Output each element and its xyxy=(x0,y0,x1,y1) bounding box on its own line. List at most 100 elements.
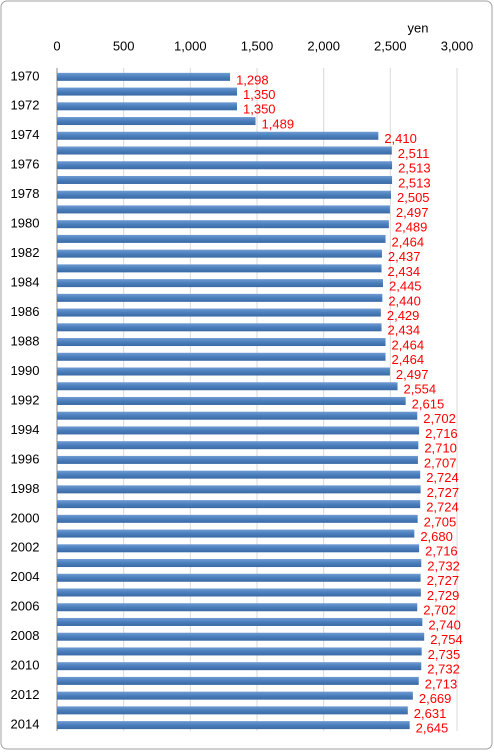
value-label: 2,702 xyxy=(423,603,456,618)
y-tick-label: 1984 xyxy=(11,275,40,290)
bar xyxy=(57,485,421,494)
bar xyxy=(57,647,422,656)
bar xyxy=(57,441,419,450)
bar xyxy=(57,117,256,126)
value-label: 2,505 xyxy=(397,190,430,205)
x-tick-label: 0 xyxy=(53,38,60,53)
bar xyxy=(57,470,421,479)
y-tick-label: 1996 xyxy=(11,451,40,466)
value-label: 2,705 xyxy=(424,514,457,529)
value-label: 1,489 xyxy=(262,116,295,131)
y-tick-label: 1972 xyxy=(11,98,40,113)
bar xyxy=(57,352,386,361)
bar xyxy=(57,131,379,140)
bar xyxy=(57,721,410,730)
bar xyxy=(57,514,418,523)
value-label: 2,497 xyxy=(396,205,429,220)
value-label: 2,434 xyxy=(388,323,421,338)
bar xyxy=(57,338,386,347)
value-label: 2,713 xyxy=(425,676,458,691)
value-label: 2,497 xyxy=(396,367,429,382)
value-label: 2,707 xyxy=(424,455,457,470)
bar xyxy=(57,662,422,671)
bar xyxy=(57,249,382,258)
value-label: 2,727 xyxy=(427,573,460,588)
axis-label: yen xyxy=(408,20,429,35)
bar xyxy=(57,632,425,641)
y-tick-label: 2010 xyxy=(11,658,40,673)
bar xyxy=(57,264,382,273)
value-label: 2,464 xyxy=(392,352,425,367)
y-tick-label: 2004 xyxy=(11,569,40,584)
y-tick-label: 1978 xyxy=(11,186,40,201)
bar xyxy=(57,146,392,155)
y-tick-label: 1990 xyxy=(11,363,40,378)
value-label: 2,511 xyxy=(398,146,430,161)
bar xyxy=(57,72,231,81)
value-label: 2,440 xyxy=(388,293,421,308)
value-label: 2,669 xyxy=(419,691,452,706)
value-label: 2,554 xyxy=(404,382,437,397)
bar xyxy=(57,323,382,332)
value-label: 1,298 xyxy=(236,72,269,87)
y-tick-label: 1986 xyxy=(11,304,40,319)
bar xyxy=(57,573,421,582)
bar xyxy=(57,544,420,553)
bar xyxy=(57,603,418,612)
value-label: 2,740 xyxy=(428,617,461,632)
value-label: 2,437 xyxy=(388,249,421,264)
value-label: 2,716 xyxy=(425,426,458,441)
value-label: 1,350 xyxy=(243,102,276,117)
bar xyxy=(57,426,420,435)
value-label: 2,645 xyxy=(416,721,449,736)
y-tick-label: 1992 xyxy=(11,392,40,407)
bar xyxy=(57,293,383,302)
bar xyxy=(57,102,237,111)
x-tick-label: 2,000 xyxy=(307,38,340,53)
value-label: 2,732 xyxy=(427,662,460,677)
y-tick-label: 2012 xyxy=(11,687,40,702)
value-label: 2,464 xyxy=(392,337,425,352)
y-tick-label: 1998 xyxy=(11,481,40,496)
y-tick-label: 2002 xyxy=(11,540,40,555)
value-label: 2,702 xyxy=(423,411,456,426)
value-label: 2,729 xyxy=(427,588,460,603)
value-label: 2,434 xyxy=(388,264,421,279)
y-tick-label: 1970 xyxy=(11,68,40,83)
bar xyxy=(57,706,408,715)
value-label: 2,710 xyxy=(424,441,457,456)
bar xyxy=(57,559,422,568)
y-tick-label: 1982 xyxy=(11,245,40,260)
bar xyxy=(57,411,418,420)
value-label: 2,445 xyxy=(389,279,422,294)
bar xyxy=(57,691,413,700)
y-tick-label: 1980 xyxy=(11,216,40,231)
bar xyxy=(57,161,393,170)
value-label: 2,724 xyxy=(426,470,459,485)
bar xyxy=(57,588,421,597)
bar xyxy=(57,500,421,509)
y-tick-label: 2000 xyxy=(11,510,40,525)
bar xyxy=(57,308,381,317)
x-tick-label: 500 xyxy=(113,38,135,53)
bar xyxy=(57,279,383,288)
bar xyxy=(57,396,406,405)
value-label: 2,631 xyxy=(414,706,447,721)
value-label: 2,716 xyxy=(425,544,458,559)
value-label: 2,754 xyxy=(430,632,463,647)
y-tick-label: 2006 xyxy=(11,599,40,614)
value-label: 2,513 xyxy=(398,161,431,176)
bar xyxy=(57,617,423,626)
bar xyxy=(57,220,389,229)
x-tick-label: 1,000 xyxy=(174,38,207,53)
bar xyxy=(57,367,390,376)
bar xyxy=(57,234,386,243)
bar xyxy=(57,382,398,391)
bar xyxy=(57,87,237,96)
x-tick-label: 1,500 xyxy=(241,38,274,53)
bar xyxy=(57,205,390,214)
y-tick-label: 1976 xyxy=(11,157,40,172)
value-label: 2,513 xyxy=(398,175,431,190)
value-label: 2,489 xyxy=(395,220,428,235)
y-tick-label: 1988 xyxy=(11,333,40,348)
